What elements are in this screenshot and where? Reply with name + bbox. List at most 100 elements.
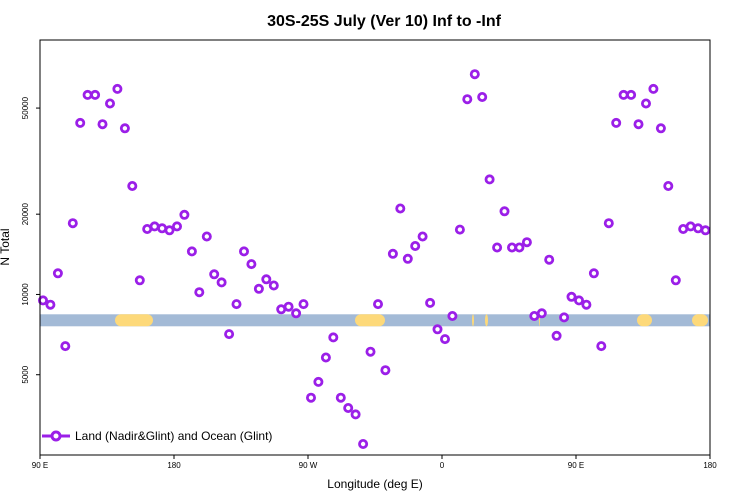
data-point — [179, 209, 190, 220]
data-point — [112, 83, 123, 94]
y-axis-label: N Total — [0, 228, 12, 265]
data-point — [499, 206, 510, 217]
data-point — [655, 123, 666, 134]
data-point — [514, 242, 525, 253]
chart-title: 30S-25S July (Ver 10) Inf to -Inf — [267, 13, 502, 30]
data-point — [328, 332, 339, 343]
x-tick-label: 90 E — [568, 461, 584, 470]
x-tick-label: 90 E — [32, 461, 48, 470]
data-point — [216, 277, 227, 288]
data-point — [350, 409, 361, 420]
y-tick-label: 5000 — [21, 365, 30, 383]
data-point — [209, 269, 220, 280]
data-point — [454, 224, 465, 235]
data-point — [484, 174, 495, 185]
legend: Land (Nadir&Glint) and Ocean (Glint) — [42, 429, 272, 443]
data-point — [626, 89, 637, 100]
data-point — [641, 98, 652, 109]
data-point — [231, 299, 242, 310]
x-tick-label: 180 — [703, 461, 717, 470]
data-point — [238, 246, 249, 257]
data-point — [253, 283, 264, 294]
data-point — [134, 275, 145, 286]
data-point — [685, 221, 696, 232]
y-axis: 5000 10000 20000 50000 — [21, 96, 40, 384]
data-point — [596, 341, 607, 352]
data-point — [298, 299, 309, 310]
data-point — [365, 346, 376, 357]
data-point — [194, 287, 205, 298]
data-point — [544, 254, 555, 265]
data-point — [261, 274, 272, 285]
data-point — [60, 341, 71, 352]
data-point — [171, 221, 182, 232]
data-point — [201, 231, 212, 242]
data-point — [387, 248, 398, 259]
data-point — [380, 365, 391, 376]
points-layer — [38, 69, 711, 449]
data-point — [462, 94, 473, 105]
data-point — [410, 240, 421, 251]
data-point — [372, 299, 383, 310]
data-point — [566, 291, 577, 302]
data-point — [574, 295, 585, 306]
data-point — [268, 280, 279, 291]
data-point — [439, 334, 450, 345]
data-point — [358, 438, 369, 449]
data-point — [119, 123, 130, 134]
data-point — [603, 218, 614, 229]
x-axis: 90 E 180 90 W 0 90 E 180 — [32, 455, 717, 470]
data-point — [477, 92, 488, 103]
data-point — [417, 231, 428, 242]
x-axis-label: Longitude (deg E) — [327, 477, 422, 491]
data-point — [313, 376, 324, 387]
data-point — [149, 221, 160, 232]
data-point — [97, 119, 108, 130]
data-point — [536, 308, 547, 319]
data-point — [75, 117, 86, 128]
data-point — [447, 310, 458, 321]
data-point — [633, 119, 644, 130]
x-tick-label: 90 W — [299, 461, 318, 470]
data-point — [45, 299, 56, 310]
data-point — [164, 225, 175, 236]
data-point — [186, 246, 197, 257]
data-point — [492, 242, 503, 253]
legend-label: Land (Nadir&Glint) and Ocean (Glint) — [75, 429, 272, 443]
data-point — [224, 329, 235, 340]
data-point — [343, 402, 354, 413]
land-segment — [472, 314, 474, 327]
land-segment — [637, 314, 652, 327]
plot-frame — [39, 39, 711, 456]
data-point — [611, 117, 622, 128]
data-point — [395, 203, 406, 214]
data-point — [432, 324, 443, 335]
x-tick-label: 0 — [440, 461, 445, 470]
band-layer — [40, 314, 710, 327]
data-point — [90, 89, 101, 100]
data-point — [559, 312, 570, 323]
data-point — [291, 308, 302, 319]
data-point — [551, 330, 562, 341]
data-point — [402, 253, 413, 264]
data-point — [246, 259, 257, 270]
x-tick-label: 180 — [167, 461, 181, 470]
data-point — [425, 297, 436, 308]
data-point — [581, 299, 592, 310]
land-segment — [115, 314, 153, 327]
y-tick-label: 50000 — [21, 96, 30, 119]
data-point — [588, 268, 599, 279]
land-segment — [485, 314, 488, 327]
data-point — [52, 268, 63, 279]
y-tick-label: 20000 — [21, 203, 30, 226]
data-point — [305, 392, 316, 403]
data-point — [67, 218, 78, 229]
data-point — [320, 352, 331, 363]
data-point — [648, 83, 659, 94]
data-point — [105, 98, 116, 109]
data-point — [335, 392, 346, 403]
data-point — [670, 275, 681, 286]
data-point — [521, 237, 532, 248]
data-point — [663, 180, 674, 191]
